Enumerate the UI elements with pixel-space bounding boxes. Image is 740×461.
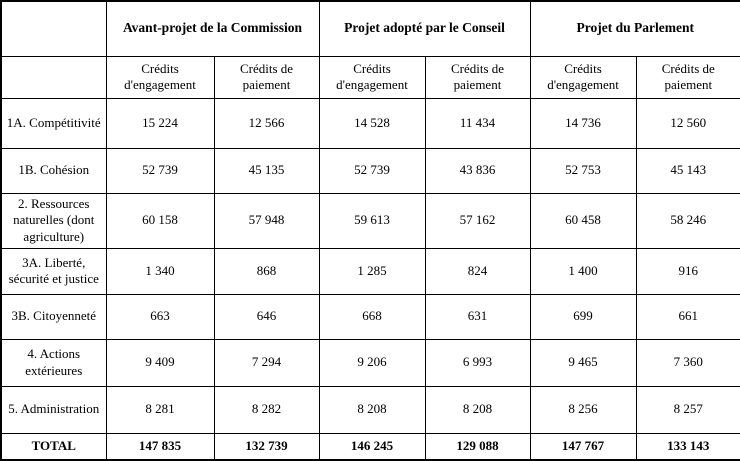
value-cell: 663 (105, 293, 215, 340)
corner-cell-top (0, 0, 107, 57)
value-cell: 868 (213, 247, 320, 295)
value-cell: 15 224 (105, 97, 215, 149)
corner-cell-bottom (0, 55, 107, 99)
subheader-row: Crédits d'engagement Crédits de paiement… (0, 55, 740, 99)
value-cell: 646 (213, 293, 320, 340)
subheader-paiement-commission: Crédits de paiement (213, 55, 320, 99)
table-row: 1A. Compétitivité 15 224 12 566 14 528 11 4… (0, 97, 740, 149)
row-label: 1A. Compétitivité (0, 97, 107, 149)
value-cell: 147 767 (529, 432, 637, 461)
value-cell: 146 245 (318, 432, 426, 461)
table-header: Avant-projet de la Commission Projet ado… (0, 0, 740, 99)
value-cell: 52 753 (529, 147, 637, 194)
subheader-engagement-parlement: Crédits d'engagement (529, 55, 637, 99)
value-cell: 12 566 (213, 97, 320, 149)
table-row: 1B. Cohésion 52 739 45 135 52 739 43 836 52 … (0, 147, 740, 194)
value-cell: 1 340 (105, 247, 215, 295)
value-cell: 1 285 (318, 247, 426, 295)
group-header-row: Avant-projet de la Commission Projet ado… (0, 0, 740, 57)
value-cell: 57 948 (213, 192, 320, 249)
value-cell: 132 739 (213, 432, 320, 461)
group-header-parlement: Projet du Parlement (529, 0, 740, 57)
row-label: TOTAL (0, 432, 107, 461)
row-label: 3A. Liberté, sécurité et justice (0, 247, 107, 295)
value-cell: 9 465 (529, 338, 637, 387)
value-cell: 7 360 (635, 338, 740, 387)
row-label: 3B. Citoyenneté (0, 293, 107, 340)
table-row: TOTAL 147 835 132 739 146 245 129 088 147 76… (0, 432, 740, 461)
value-cell: 60 158 (105, 192, 215, 249)
value-cell: 58 246 (635, 192, 740, 249)
value-cell: 57 162 (424, 192, 531, 249)
table-body: 1A. Compétitivité 15 224 12 566 14 528 11 4… (0, 97, 740, 461)
value-cell: 7 294 (213, 338, 320, 387)
value-cell: 43 836 (424, 147, 531, 194)
group-header-conseil: Projet adopté par le Conseil (318, 0, 531, 57)
value-cell: 6 993 (424, 338, 531, 387)
value-cell: 11 434 (424, 97, 531, 149)
table-row: 5. Administration 8 281 8 282 8 208 8 208 8 … (0, 385, 740, 434)
value-cell: 147 835 (105, 432, 215, 461)
value-cell: 8 282 (213, 385, 320, 434)
value-cell: 8 281 (105, 385, 215, 434)
value-cell: 668 (318, 293, 426, 340)
value-cell: 8 256 (529, 385, 637, 434)
table-row: 3A. Liberté, sécurité et justice 1 340 86… (0, 247, 740, 295)
row-label: 1B. Cohésion (0, 147, 107, 194)
row-label: 4. Actions extérieures (0, 338, 107, 387)
value-cell: 824 (424, 247, 531, 295)
value-cell: 45 143 (635, 147, 740, 194)
row-label: 2. Ressources naturelles (dont agricultu… (0, 192, 107, 249)
table-row: 3B. Citoyenneté 663 646 668 631 699 661 (0, 293, 740, 340)
value-cell: 8 208 (424, 385, 531, 434)
value-cell: 52 739 (105, 147, 215, 194)
value-cell: 916 (635, 247, 740, 295)
value-cell: 129 088 (424, 432, 531, 461)
value-cell: 9 409 (105, 338, 215, 387)
value-cell: 52 739 (318, 147, 426, 194)
value-cell: 9 206 (318, 338, 426, 387)
subheader-paiement-parlement: Crédits de paiement (635, 55, 740, 99)
value-cell: 661 (635, 293, 740, 340)
subheader-paiement-conseil: Crédits de paiement (424, 55, 531, 99)
table-row: 2. Ressources naturelles (dont agricultu… (0, 192, 740, 249)
value-cell: 699 (529, 293, 637, 340)
value-cell: 12 560 (635, 97, 740, 149)
value-cell: 14 528 (318, 97, 426, 149)
row-label: 5. Administration (0, 385, 107, 434)
value-cell: 631 (424, 293, 531, 340)
value-cell: 8 257 (635, 385, 740, 434)
subheader-engagement-commission: Crédits d'engagement (105, 55, 215, 99)
subheader-engagement-conseil: Crédits d'engagement (318, 55, 426, 99)
value-cell: 45 135 (213, 147, 320, 194)
group-header-commission: Avant-projet de la Commission (105, 0, 320, 57)
value-cell: 1 400 (529, 247, 637, 295)
value-cell: 133 143 (635, 432, 740, 461)
value-cell: 59 613 (318, 192, 426, 249)
table-row: 4. Actions extérieures 9 409 7 294 9 206 6 … (0, 338, 740, 387)
value-cell: 8 208 (318, 385, 426, 434)
value-cell: 60 458 (529, 192, 637, 249)
value-cell: 14 736 (529, 97, 637, 149)
